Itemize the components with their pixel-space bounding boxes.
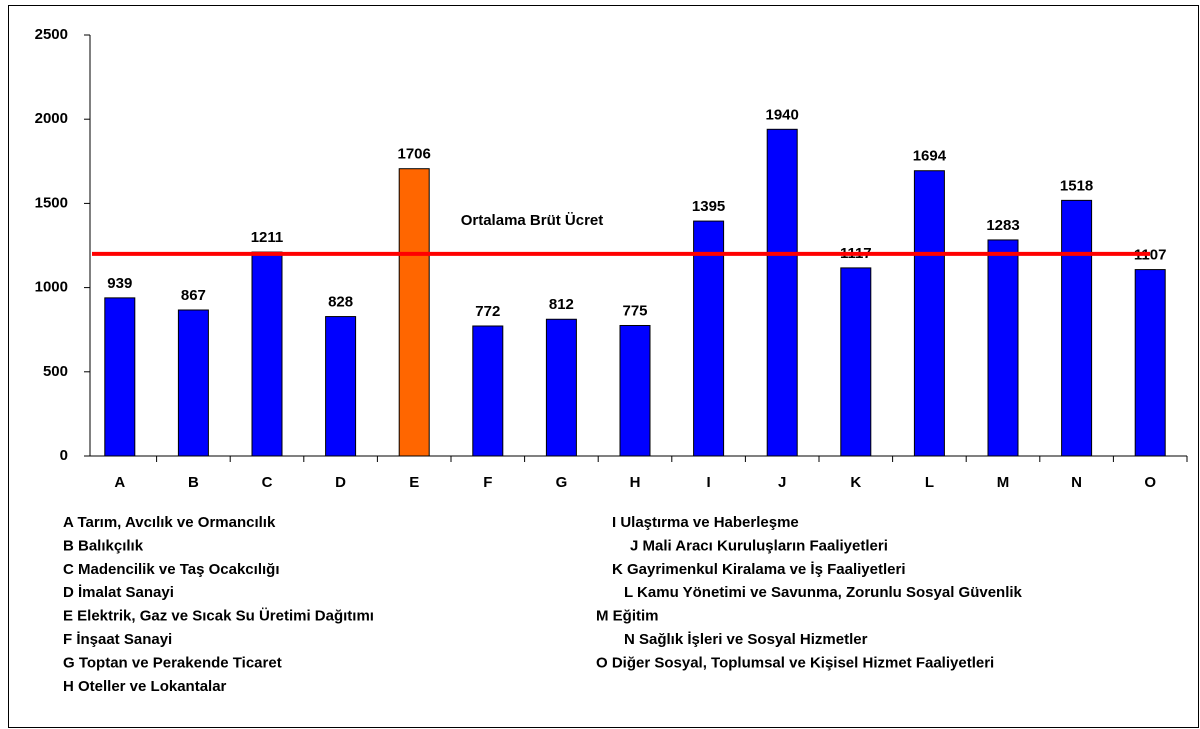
legend-note: D İmalat Sanayi [63, 584, 174, 601]
x-tick-label: C [262, 474, 273, 491]
x-tick-label: O [1144, 474, 1156, 491]
x-tick-label: L [925, 474, 934, 491]
value-label: 1940 [766, 106, 799, 123]
legend-note: H Oteller ve Lokantalar [63, 678, 227, 695]
reference-label: Ortalama Brüt Ücret [461, 212, 604, 229]
x-tick-label: G [556, 474, 568, 491]
bar [472, 325, 504, 457]
bar [398, 168, 430, 457]
legend-note: F İnşaat Sanayi [63, 631, 172, 648]
y-tick-label: 1500 [35, 194, 68, 211]
bar [840, 267, 872, 457]
legend-note: M Eğitim [596, 608, 659, 625]
legend-note: J Mali Aracı Kuruluşların Faaliyetleri [630, 537, 888, 554]
x-tick-label: B [188, 474, 199, 491]
y-tick-label: 2000 [35, 110, 68, 127]
x-tick-label: A [114, 474, 125, 491]
value-label: 772 [475, 303, 500, 320]
value-label: 867 [181, 287, 206, 304]
legend-note: C Madencilik ve Taş Ocakcılığı [63, 561, 279, 578]
x-tick-label: M [997, 474, 1010, 491]
bar [693, 220, 725, 457]
y-tick-label: 0 [60, 447, 68, 464]
bar [545, 318, 577, 457]
x-tick-label: J [778, 474, 786, 491]
bar [325, 316, 357, 457]
x-tick-label: D [335, 474, 346, 491]
bar [766, 128, 798, 457]
x-tick-label: N [1071, 474, 1082, 491]
value-label: 1694 [913, 148, 947, 165]
y-tick-label: 500 [43, 363, 68, 380]
bar [1134, 269, 1166, 457]
bar [619, 324, 651, 457]
legend-note: L Kamu Yönetimi ve Savunma, Zorunlu Sosy… [624, 584, 1023, 601]
legend-note: N Sağlık İşleri ve Sosyal Hizmetler [624, 631, 868, 648]
value-label: 828 [328, 294, 353, 311]
legend-note: K Gayrimenkul Kiralama ve İş Faaliyetler… [612, 561, 905, 578]
bar [913, 170, 945, 457]
x-tick-label: I [707, 474, 711, 491]
value-label: 1283 [986, 217, 1019, 234]
y-tick-label: 2500 [35, 26, 68, 43]
frame [8, 5, 1199, 728]
value-label: 1107 [1134, 247, 1167, 264]
x-tick-label: H [630, 474, 641, 491]
legend-note: I Ulaştırma ve Haberleşme [612, 514, 799, 531]
bar [177, 309, 209, 457]
value-label: 1518 [1060, 177, 1093, 194]
value-label: 939 [107, 275, 132, 292]
bar [104, 297, 136, 457]
x-tick-label: K [850, 474, 861, 491]
x-tick-label: F [483, 474, 492, 491]
legend-note: E Elektrik, Gaz ve Sıcak Su Üretimi Dağı… [63, 608, 374, 625]
bar [987, 239, 1019, 457]
value-label: 1211 [251, 229, 284, 246]
value-label: 812 [549, 296, 574, 313]
value-label: 775 [622, 302, 647, 319]
bar [251, 251, 283, 457]
x-tick-label: E [409, 474, 419, 491]
value-label: 1395 [692, 198, 725, 215]
legend-note: O Diğer Sosyal, Toplumsal ve Kişisel Hiz… [596, 654, 994, 671]
legend-note: B Balıkçılık [63, 537, 144, 554]
y-tick-label: 1000 [35, 279, 68, 296]
value-label: 1706 [398, 146, 431, 163]
bar [1061, 199, 1093, 457]
legend-note: A Tarım, Avcılık ve Ormancılık [63, 514, 276, 531]
legend-note: G Toptan ve Perakende Ticaret [63, 654, 282, 671]
